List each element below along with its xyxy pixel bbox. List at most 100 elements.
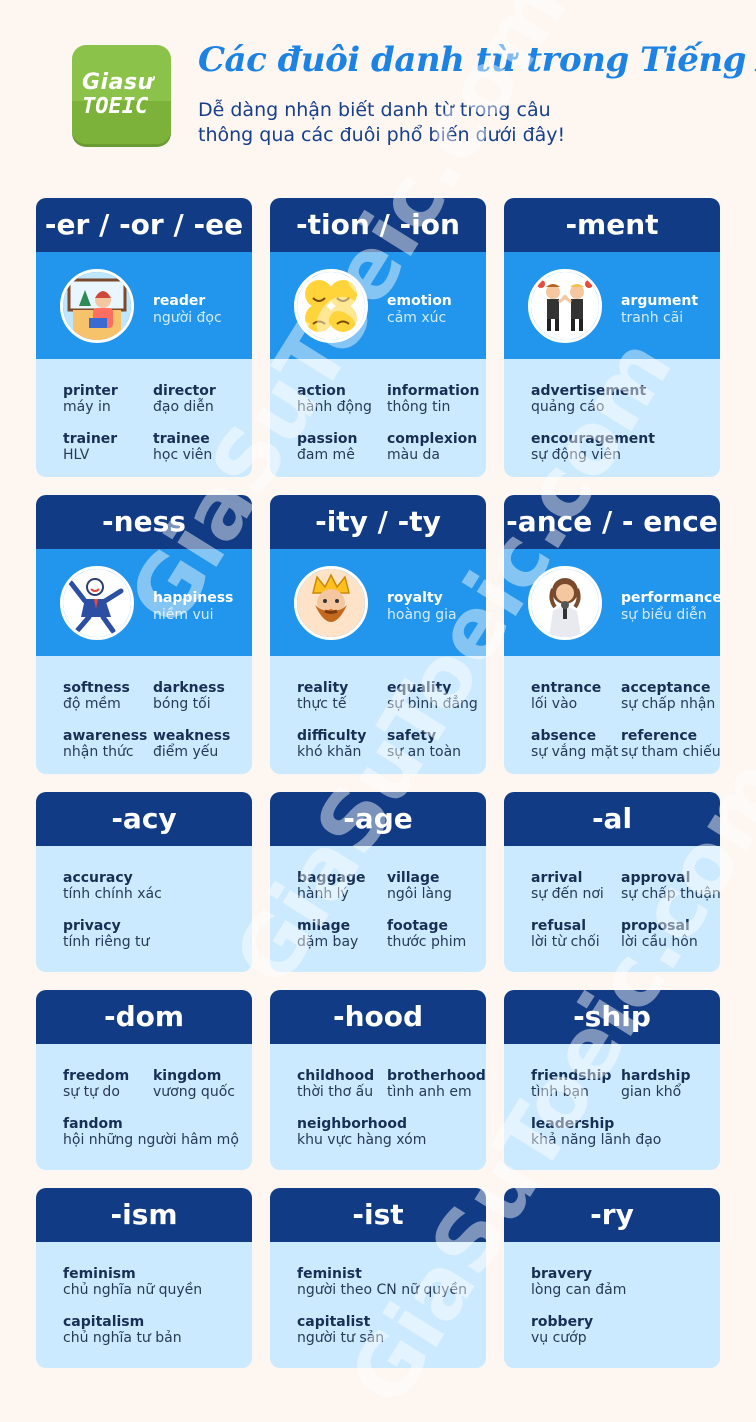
word-english: reality bbox=[297, 680, 349, 696]
word-english: leadership bbox=[531, 1116, 615, 1132]
suffix-card: -al arrival sự đến nơi approval sự chấp thuậ… bbox=[504, 792, 720, 972]
word-vietnamese: độ mềm bbox=[63, 696, 121, 712]
word-item: robbery vụ cướp bbox=[531, 1314, 593, 1346]
word-item: hardship gian khổ bbox=[621, 1068, 690, 1100]
word-vietnamese: gian khổ bbox=[621, 1084, 682, 1100]
word-english: trainer bbox=[63, 431, 118, 447]
word-item: director đạo diễn bbox=[153, 383, 216, 415]
word-english: absence bbox=[531, 728, 597, 744]
word-english: hardship bbox=[621, 1068, 691, 1084]
suffix-heading: -ry bbox=[504, 1188, 720, 1242]
word-english: acceptance bbox=[621, 680, 711, 696]
word-vietnamese: sự tự do bbox=[63, 1084, 120, 1100]
word-english: fandom bbox=[63, 1116, 123, 1132]
suffix-card: -hood childhood thời thơ ấu brotherhood tình… bbox=[270, 990, 486, 1170]
suffix-heading: -ness bbox=[36, 495, 252, 549]
word-english: complexion bbox=[387, 431, 478, 447]
word-item: weakness điểm yếu bbox=[153, 728, 230, 760]
word-vietnamese: khu vực hàng xóm bbox=[297, 1132, 427, 1148]
word-item: feminism chủ nghĩa nữ quyền bbox=[63, 1266, 202, 1298]
feature-meaning: sự biểu diễn bbox=[621, 607, 707, 623]
suffix-heading: -tion / -ion bbox=[270, 198, 486, 252]
word-english: proposal bbox=[621, 918, 690, 934]
word-item: approval sự chấp thuận bbox=[621, 870, 720, 902]
word-vietnamese: sự vắng mặt bbox=[531, 744, 619, 760]
word-item: capitalist người tư sản bbox=[297, 1314, 384, 1346]
word-vietnamese: thực tế bbox=[297, 696, 347, 712]
word-english: milage bbox=[297, 918, 351, 934]
word-english: refusal bbox=[531, 918, 587, 934]
word-english: safety bbox=[387, 728, 437, 744]
word-vietnamese: hành lý bbox=[297, 886, 349, 902]
word-item: footage thước phim bbox=[387, 918, 466, 950]
word-item: reference sự tham chiếu bbox=[621, 728, 720, 760]
word-english: printer bbox=[63, 383, 118, 399]
word-english: baggage bbox=[297, 870, 366, 886]
word-vietnamese: hành động bbox=[297, 399, 372, 415]
word-vietnamese: đạo diễn bbox=[153, 399, 214, 415]
feature-example: reader người đọc bbox=[36, 252, 252, 359]
suffix-card: -ment argument tranh cãi advertisement quảng… bbox=[504, 198, 720, 477]
word-item: brotherhood tình anh em bbox=[387, 1068, 486, 1100]
word-vietnamese: tính chính xác bbox=[63, 886, 162, 902]
word-english: softness bbox=[63, 680, 130, 696]
word-item: leadership khả năng lãnh đạo bbox=[531, 1116, 661, 1148]
word-item: passion đam mê bbox=[297, 431, 358, 463]
feature-meaning: niềm vui bbox=[153, 607, 214, 623]
word-item: darkness bóng tối bbox=[153, 680, 225, 712]
word-vietnamese: thời thơ ấu bbox=[297, 1084, 374, 1100]
word-vietnamese: ngôi làng bbox=[387, 886, 452, 902]
word-english: brotherhood bbox=[387, 1068, 486, 1084]
feature-word: royalty bbox=[387, 590, 443, 606]
feature-example: happiness niềm vui bbox=[36, 549, 252, 656]
word-item: milage dặm bay bbox=[297, 918, 358, 950]
page-title: Các đuôi danh từ trong Tiếng Anh bbox=[198, 40, 756, 80]
word-item: neighborhood khu vực hàng xóm bbox=[297, 1116, 426, 1148]
word-item: baggage hành lý bbox=[297, 870, 365, 902]
word-english: encouragement bbox=[531, 431, 655, 447]
reader-icon bbox=[60, 269, 134, 343]
word-english: equality bbox=[387, 680, 452, 696]
word-item: proposal lời cầu hôn bbox=[621, 918, 698, 950]
word-vietnamese: sự chấp thuận bbox=[621, 886, 720, 902]
word-english: accuracy bbox=[63, 870, 133, 886]
word-item: childhood thời thơ ấu bbox=[297, 1068, 374, 1100]
word-item: safety sự an toàn bbox=[387, 728, 461, 760]
word-vietnamese: học viên bbox=[153, 447, 213, 463]
word-english: village bbox=[387, 870, 440, 886]
word-vietnamese: khả năng lãnh đạo bbox=[531, 1132, 662, 1148]
word-english: childhood bbox=[297, 1068, 375, 1084]
word-item: absence sự vắng mặt bbox=[531, 728, 618, 760]
feature-example: argument tranh cãi bbox=[504, 252, 720, 359]
word-vietnamese: tình anh em bbox=[387, 1084, 472, 1100]
word-english: information bbox=[387, 383, 480, 399]
word-vietnamese: sự tham chiếu bbox=[621, 744, 720, 760]
word-vietnamese: sự chấp nhận bbox=[621, 696, 716, 712]
feature-word: performance bbox=[621, 590, 720, 606]
word-vietnamese: người tư sản bbox=[297, 1330, 385, 1346]
feature-example: emotion cảm xúc bbox=[270, 252, 486, 359]
word-english: trainee bbox=[153, 431, 210, 447]
word-vietnamese: HLV bbox=[63, 447, 90, 463]
suffix-heading: -ist bbox=[270, 1188, 486, 1242]
word-item: friendship tình bạn bbox=[531, 1068, 611, 1100]
word-english: entrance bbox=[531, 680, 602, 696]
word-vietnamese: quảng cáo bbox=[531, 399, 605, 415]
word-english: freedom bbox=[63, 1068, 130, 1084]
word-vietnamese: khó khăn bbox=[297, 744, 362, 760]
word-item: softness độ mềm bbox=[63, 680, 130, 712]
word-english: action bbox=[297, 383, 346, 399]
word-english: footage bbox=[387, 918, 448, 934]
word-vietnamese: sự động viên bbox=[531, 447, 621, 463]
word-vietnamese: thông tin bbox=[387, 399, 451, 415]
subtitle-line-1: Dễ dàng nhận biết danh từ trong câu bbox=[198, 99, 551, 121]
word-english: weakness bbox=[153, 728, 231, 744]
suffix-heading: -dom bbox=[36, 990, 252, 1044]
word-vietnamese: người theo CN nữ quyền bbox=[297, 1282, 467, 1298]
word-english: robbery bbox=[531, 1314, 594, 1330]
word-english: awareness bbox=[63, 728, 148, 744]
suffix-card: -ism feminism chủ nghĩa nữ quyền capitalism… bbox=[36, 1188, 252, 1368]
suffix-card: -tion / -ion emotion cảm xúc action hành độn… bbox=[270, 198, 486, 477]
word-english: neighborhood bbox=[297, 1116, 408, 1132]
suffix-card: -age baggage hành lý village ngôi làng milage… bbox=[270, 792, 486, 972]
